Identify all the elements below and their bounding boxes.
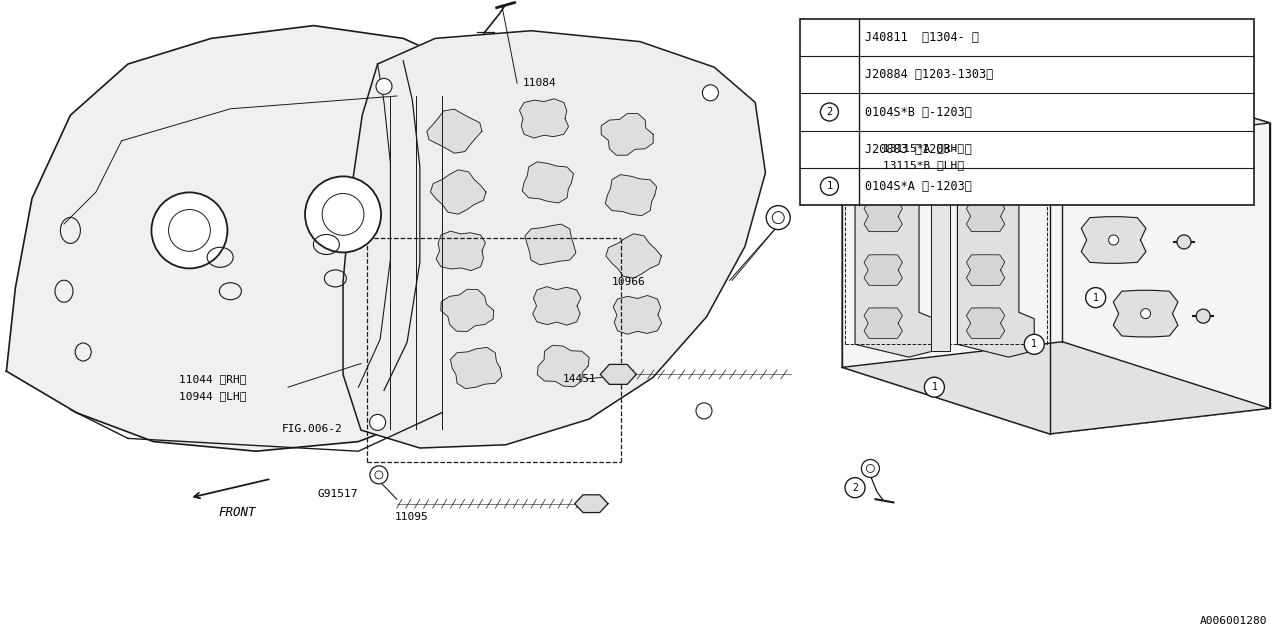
- Text: J40811  （1304- ）: J40811 （1304- ）: [865, 31, 979, 44]
- Text: 1: 1: [932, 382, 937, 392]
- Circle shape: [1108, 235, 1119, 245]
- Polygon shape: [605, 175, 657, 216]
- Circle shape: [1085, 287, 1106, 308]
- Text: FIG.006-2: FIG.006-2: [282, 424, 342, 434]
- Circle shape: [1140, 308, 1151, 319]
- Polygon shape: [436, 231, 485, 271]
- Polygon shape: [966, 148, 1005, 179]
- Bar: [800, 19, 1254, 205]
- Text: 1: 1: [1093, 292, 1098, 303]
- Text: FRONT: FRONT: [218, 506, 256, 518]
- Polygon shape: [605, 234, 662, 278]
- Polygon shape: [931, 128, 950, 351]
- Text: 13115*A 〈RH〉: 13115*A 〈RH〉: [883, 143, 964, 154]
- Text: 0104S*A （-1203）: 0104S*A （-1203）: [865, 180, 972, 193]
- Polygon shape: [864, 148, 902, 179]
- Text: 14451: 14451: [563, 374, 596, 384]
- Polygon shape: [525, 224, 576, 265]
- Text: 11044 〈RH〉: 11044 〈RH〉: [179, 374, 247, 384]
- Polygon shape: [1082, 217, 1146, 263]
- Polygon shape: [538, 346, 589, 387]
- Circle shape: [1178, 156, 1190, 170]
- Polygon shape: [842, 56, 1270, 434]
- Text: J20883 （1203- ）: J20883 （1203- ）: [865, 143, 972, 156]
- Polygon shape: [428, 109, 481, 153]
- Circle shape: [1178, 235, 1190, 249]
- Polygon shape: [842, 342, 1270, 434]
- Text: 11095: 11095: [394, 512, 428, 522]
- Text: 0104S*B （-1203）: 0104S*B （-1203）: [865, 106, 972, 118]
- Text: A006001280: A006001280: [1199, 616, 1267, 626]
- Polygon shape: [1082, 140, 1146, 186]
- Circle shape: [820, 177, 838, 195]
- Polygon shape: [613, 296, 662, 334]
- Circle shape: [370, 415, 385, 430]
- Polygon shape: [864, 255, 902, 285]
- Polygon shape: [451, 348, 502, 388]
- Polygon shape: [532, 287, 581, 325]
- Circle shape: [370, 466, 388, 484]
- Circle shape: [703, 85, 718, 101]
- Circle shape: [376, 79, 392, 95]
- Polygon shape: [430, 170, 486, 214]
- Circle shape: [820, 103, 838, 121]
- Polygon shape: [966, 201, 1005, 232]
- Polygon shape: [343, 31, 765, 448]
- Text: 11084: 11084: [522, 78, 556, 88]
- Circle shape: [845, 477, 865, 498]
- Circle shape: [924, 377, 945, 397]
- Text: 1: 1: [1032, 339, 1037, 349]
- Text: G91517: G91517: [317, 489, 358, 499]
- Circle shape: [767, 205, 790, 230]
- Polygon shape: [6, 26, 544, 451]
- Polygon shape: [522, 162, 573, 203]
- Circle shape: [1108, 158, 1119, 168]
- Text: 2: 2: [827, 107, 832, 117]
- Polygon shape: [602, 113, 653, 156]
- Circle shape: [1024, 334, 1044, 355]
- Polygon shape: [600, 364, 636, 385]
- Circle shape: [696, 403, 712, 419]
- Text: J20884 （1203-1303）: J20884 （1203-1303）: [865, 68, 993, 81]
- Text: 2: 2: [852, 483, 858, 493]
- Polygon shape: [1114, 291, 1178, 337]
- Polygon shape: [520, 99, 568, 138]
- Polygon shape: [864, 201, 902, 232]
- Circle shape: [151, 193, 228, 268]
- Circle shape: [861, 460, 879, 477]
- Circle shape: [305, 177, 381, 252]
- Polygon shape: [966, 255, 1005, 285]
- Polygon shape: [957, 120, 1034, 357]
- Text: 1: 1: [827, 181, 832, 191]
- Text: 10944 〈LH〉: 10944 〈LH〉: [179, 390, 247, 401]
- Polygon shape: [855, 120, 934, 357]
- Circle shape: [1197, 309, 1210, 323]
- Polygon shape: [842, 56, 1270, 148]
- Text: 13115*B 〈LH〉: 13115*B 〈LH〉: [883, 160, 964, 170]
- Polygon shape: [440, 289, 494, 332]
- Text: 10966: 10966: [612, 276, 645, 287]
- Polygon shape: [864, 308, 902, 339]
- Polygon shape: [966, 308, 1005, 339]
- Polygon shape: [575, 495, 608, 513]
